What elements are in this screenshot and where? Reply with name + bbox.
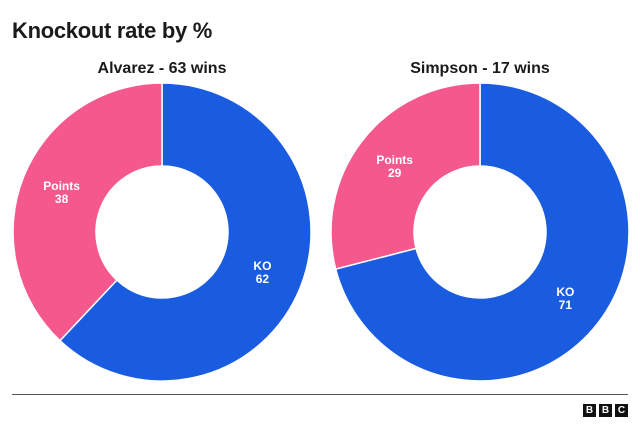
footer-divider <box>12 394 628 395</box>
bbc-logo-letter: B <box>599 404 612 417</box>
slice-label-points: Points <box>376 153 413 167</box>
page-title: Knockout rate by % <box>12 18 212 43</box>
slice-ko <box>58 82 312 382</box>
chart-title-alvarez: Alvarez - 63 wins <box>97 60 227 77</box>
slice-label-ko: KO <box>253 259 271 273</box>
bbc-logo-letter: C <box>615 404 628 417</box>
chart-title-simpson: Simpson - 17 wins <box>410 60 550 77</box>
slice-value-ko: 62 <box>256 272 270 286</box>
slice-points <box>330 82 481 270</box>
slice-value-points: 38 <box>55 192 69 206</box>
slice-points <box>12 82 163 342</box>
slice-value-ko: 71 <box>559 298 573 312</box>
bbc-logo: B B C <box>583 404 628 417</box>
slice-value-points: 29 <box>388 166 402 180</box>
slice-label-points: Points <box>43 179 80 193</box>
slice-label-ko: KO <box>556 285 574 299</box>
slice-ko <box>334 82 630 382</box>
bbc-logo-letter: B <box>583 404 596 417</box>
